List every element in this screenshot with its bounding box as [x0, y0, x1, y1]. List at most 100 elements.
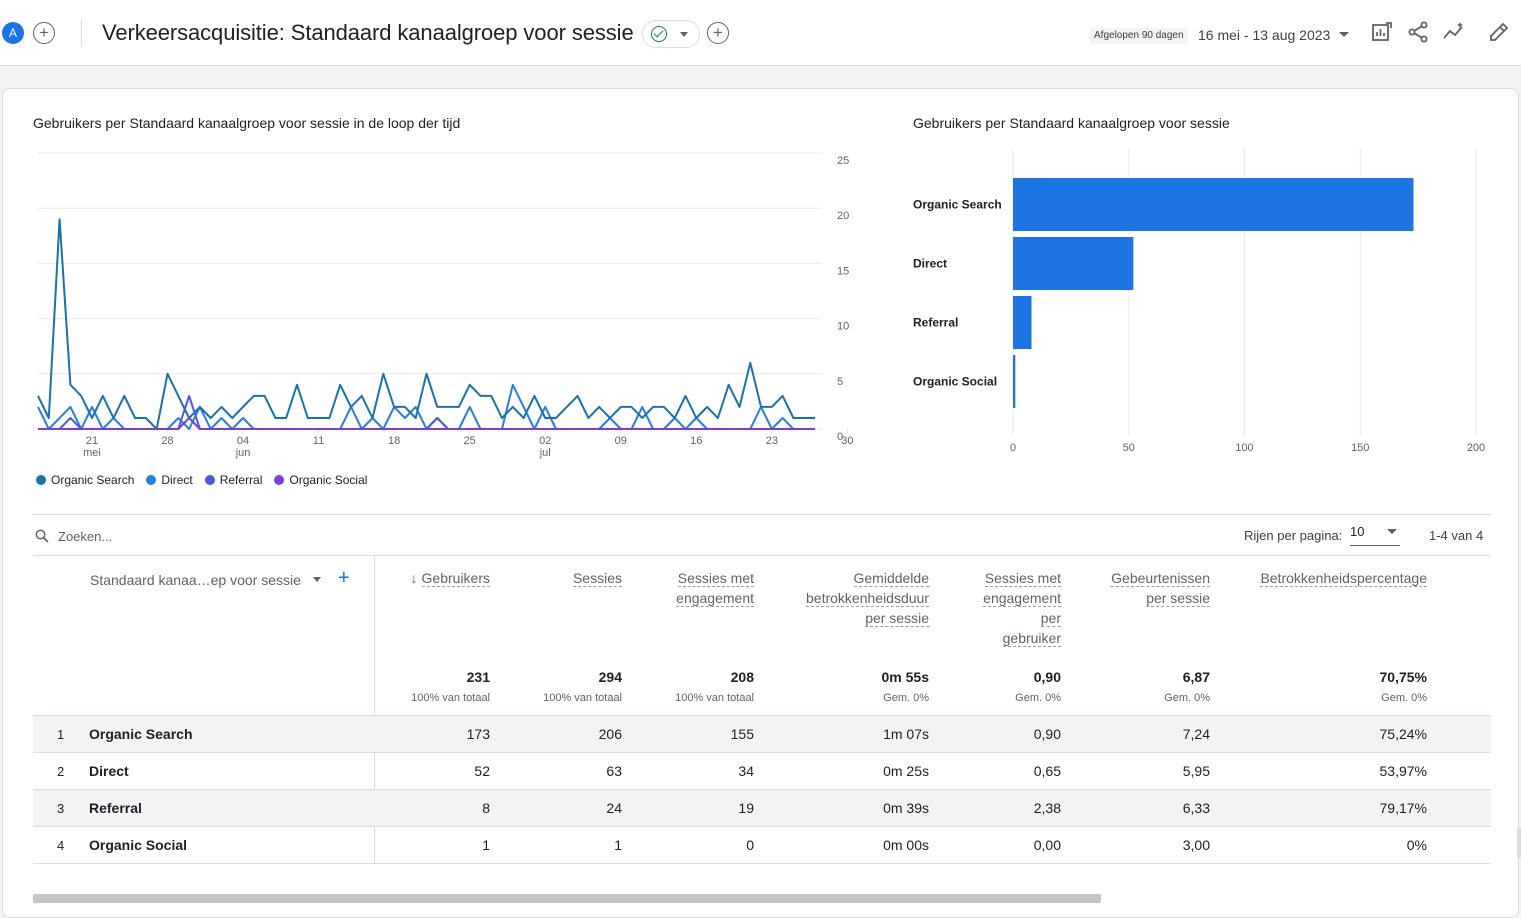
table-cell: 173 — [466, 726, 490, 742]
rows-per-page-select[interactable]: 10 — [1350, 522, 1400, 546]
date-range-picker[interactable]: 16 mei - 13 aug 2023 — [1198, 27, 1331, 43]
dimension-dropdown-caret-icon[interactable] — [313, 577, 321, 582]
column-total-value: 6,87 — [1182, 669, 1210, 685]
line-chart-title: Gebruikers per Standaard kanaalgroep voo… — [33, 115, 461, 131]
dimension-column-header[interactable]: Standaard kanaa…ep voor sessie — [90, 572, 301, 588]
x-tick-label: 02 — [539, 435, 551, 447]
table-row[interactable]: 4 Organic Social 1 1 0 0m 00s 0,00 3,00 0% — [33, 826, 1491, 863]
metric-column-header[interactable]: Betrokkenheidspercentage — [1227, 568, 1427, 588]
table-cell: 0,65 — [1033, 763, 1061, 779]
metric-column-header[interactable]: Gemiddelde betrokkenheidsduur per sessie — [779, 568, 929, 628]
table-cell: 79,17% — [1379, 800, 1427, 816]
x-tick-label: 11 — [313, 435, 324, 447]
table-cell: 5,95 — [1182, 763, 1210, 779]
metric-column-header[interactable]: Sessies met engagement — [634, 568, 754, 608]
bar-organic-search — [1013, 178, 1414, 231]
column-header-label: per — [1040, 610, 1061, 627]
bar-referral — [1013, 296, 1032, 349]
date-preset-badge[interactable]: Afgelopen 90 dagen — [1090, 28, 1188, 44]
edit-pencil-icon[interactable] — [1487, 20, 1511, 44]
date-range-caret-icon[interactable] — [1339, 32, 1349, 37]
table-cell: 1 — [614, 837, 622, 853]
table-cell: 155 — [730, 726, 754, 742]
table-cell: 63 — [606, 763, 622, 779]
series-line-direct — [37, 383, 815, 430]
column-total-subtext: Gem. 0% — [1015, 692, 1061, 704]
search-icon — [35, 529, 49, 543]
column-total-value: 0m 55s — [881, 669, 929, 685]
add-filter-button[interactable]: + — [707, 22, 729, 44]
table-cell: 0m 25s — [883, 763, 929, 779]
series-line-organic-social — [38, 417, 815, 430]
table-cell: 24 — [606, 800, 622, 816]
row-index: 3 — [57, 801, 65, 816]
table-border — [33, 555, 1491, 556]
column-total-value: 294 — [598, 669, 622, 685]
x-tick-label: 150 — [1351, 442, 1369, 454]
table-row[interactable]: 1 Organic Search 173 206 155 1m 07s 0,90 7,24 75… — [33, 715, 1491, 752]
horizontal-scrollbar[interactable] — [33, 894, 1101, 903]
rows-per-page-caret-icon[interactable] — [1387, 529, 1397, 534]
page-title: Verkeersacquisitie: Standaard kanaalgroe… — [102, 20, 634, 45]
table-cell: 19 — [738, 800, 754, 816]
legend-item-organic-search[interactable]: Organic Search — [36, 473, 134, 487]
row-dimension-value: Organic Search — [89, 726, 193, 742]
x-tick-label: 16 — [690, 435, 702, 447]
x-tick-label: 100 — [1235, 442, 1253, 454]
table-cell: 8 — [482, 800, 490, 816]
legend-dot-icon — [36, 475, 46, 485]
column-total-value: 0,90 — [1033, 669, 1061, 685]
y-tick-label: 5 — [837, 376, 843, 388]
comparison-avatar[interactable]: A — [2, 22, 24, 44]
table-row[interactable]: 2 Direct 52 63 34 0m 25s 0,65 5,95 53,97% — [33, 752, 1491, 789]
table-cell: 0,00 — [1033, 837, 1061, 853]
table-search-input[interactable] — [58, 526, 358, 546]
legend-item-referral[interactable]: Referral — [204, 473, 262, 487]
table-cell: 3,00 — [1182, 837, 1210, 853]
legend-item-organic-social[interactable]: Organic Social — [274, 473, 367, 487]
table-row[interactable]: 3 Referral 8 24 19 0m 39s 2,38 6,33 79,17% — [33, 789, 1491, 826]
row-index: 2 — [57, 764, 65, 779]
table-cell: 75,24% — [1379, 726, 1427, 742]
share-icon[interactable] — [1406, 20, 1430, 44]
x-tick-label: 0 — [1010, 442, 1016, 454]
column-total-subtext: Gem. 0% — [1164, 692, 1210, 704]
legend-dot-icon — [146, 475, 157, 485]
metric-column-header[interactable]: ↓ Gebruikers — [380, 568, 490, 588]
bar-chart[interactable]: 0 50 100 150 200 Organic Search Direct Referral… — [900, 140, 1500, 465]
bar-direct — [1013, 237, 1134, 290]
dimension-column-divider — [374, 555, 375, 864]
table-cell: 2,38 — [1033, 800, 1061, 816]
y-tick-label: 25 — [837, 155, 849, 167]
metric-column-header[interactable]: Gebeurtenissen per sessie — [1080, 568, 1210, 608]
data-table: Standaard kanaa…ep voor sessie + ↓ Gebrui… — [33, 555, 1491, 865]
y-tick-label: 20 — [837, 210, 849, 222]
row-dimension-value: Referral — [89, 800, 142, 816]
table-cell: 206 — [598, 726, 622, 742]
x-tick-month-label: jul — [539, 447, 551, 459]
legend-dot-icon — [204, 475, 215, 485]
add-dimension-button[interactable]: + — [338, 567, 350, 589]
metric-column-header[interactable]: Sessies — [512, 568, 622, 588]
line-chart-legend: Organic Search Direct Referral Organic S… — [36, 473, 367, 487]
column-header-label: engagement — [983, 590, 1061, 607]
y-tick-label: 10 — [837, 321, 849, 333]
metric-column-header[interactable]: Sessies met engagement per gebruiker — [951, 568, 1061, 648]
insights-icon[interactable] — [1442, 20, 1466, 44]
table-cell: 52 — [474, 763, 490, 779]
legend-item-direct[interactable]: Direct — [146, 473, 193, 487]
customize-report-icon[interactable] — [1370, 20, 1394, 44]
table-cell: 0m 39s — [883, 800, 929, 816]
vertical-scrollbar[interactable] — [1517, 828, 1521, 858]
x-tick-label: 09 — [615, 435, 627, 447]
report-status-dropdown[interactable] — [642, 20, 700, 48]
table-cell: 34 — [738, 763, 754, 779]
table-cell: 0,90 — [1033, 726, 1061, 742]
add-comparison-button[interactable]: + — [33, 22, 55, 44]
column-total-subtext: 100% van totaal — [675, 692, 754, 704]
column-header-label: Sessies met — [984, 570, 1061, 587]
x-tick-label: 23 — [766, 435, 778, 447]
row-index: 4 — [57, 838, 65, 853]
sort-descending-icon[interactable]: ↓ — [410, 570, 418, 586]
